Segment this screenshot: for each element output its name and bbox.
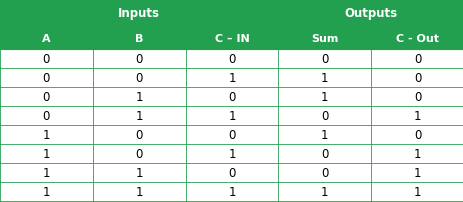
Text: A: A: [42, 34, 50, 44]
Bar: [0, 87, 463, 106]
Text: 0: 0: [320, 53, 328, 66]
Text: 1: 1: [135, 185, 143, 198]
Text: 1: 1: [135, 109, 143, 122]
Bar: [0, 182, 463, 201]
Text: 0: 0: [413, 128, 420, 141]
Text: Outputs: Outputs: [344, 7, 397, 20]
Text: 1: 1: [43, 147, 50, 160]
Text: 0: 0: [135, 147, 143, 160]
Text: 1: 1: [228, 109, 235, 122]
Text: 0: 0: [43, 53, 50, 66]
Text: 0: 0: [43, 109, 50, 122]
Text: 1: 1: [413, 147, 420, 160]
Text: 1: 1: [320, 72, 328, 85]
Bar: [0, 69, 463, 87]
Text: 0: 0: [228, 128, 235, 141]
Text: 1: 1: [43, 185, 50, 198]
Text: 1: 1: [228, 185, 235, 198]
Text: 1: 1: [135, 166, 143, 179]
Text: 0: 0: [320, 166, 328, 179]
Bar: [93, 28, 185, 50]
Bar: [370, 28, 463, 50]
Text: Sum: Sum: [311, 34, 338, 44]
Text: 0: 0: [135, 53, 143, 66]
Text: 1: 1: [413, 166, 420, 179]
Text: Inputs: Inputs: [118, 7, 160, 20]
Bar: [185, 28, 278, 50]
Text: C - Out: C - Out: [395, 34, 438, 44]
Text: 0: 0: [320, 109, 328, 122]
Bar: [0, 28, 93, 50]
Text: 0: 0: [413, 72, 420, 85]
Text: 1: 1: [413, 109, 420, 122]
Bar: [0, 163, 463, 182]
Bar: [0, 0, 278, 28]
Text: 1: 1: [228, 147, 235, 160]
Text: 1: 1: [135, 90, 143, 103]
Text: B: B: [135, 34, 143, 44]
Text: 1: 1: [320, 90, 328, 103]
Text: 1: 1: [43, 128, 50, 141]
Text: 1: 1: [228, 72, 235, 85]
Text: 0: 0: [228, 166, 235, 179]
Bar: [0, 106, 463, 125]
Text: 1: 1: [320, 128, 328, 141]
Text: 0: 0: [228, 53, 235, 66]
Text: 0: 0: [228, 90, 235, 103]
Text: 0: 0: [43, 72, 50, 85]
Text: 0: 0: [135, 72, 143, 85]
Text: 1: 1: [413, 185, 420, 198]
Bar: [278, 0, 463, 28]
Text: 0: 0: [413, 90, 420, 103]
Text: 0: 0: [43, 90, 50, 103]
Text: 0: 0: [135, 128, 143, 141]
Bar: [0, 144, 463, 163]
Text: 1: 1: [320, 185, 328, 198]
Bar: [0, 125, 463, 144]
Text: 0: 0: [413, 53, 420, 66]
Text: 1: 1: [43, 166, 50, 179]
Bar: [278, 28, 370, 50]
Text: C – IN: C – IN: [214, 34, 249, 44]
Text: 0: 0: [320, 147, 328, 160]
Bar: [0, 50, 463, 69]
